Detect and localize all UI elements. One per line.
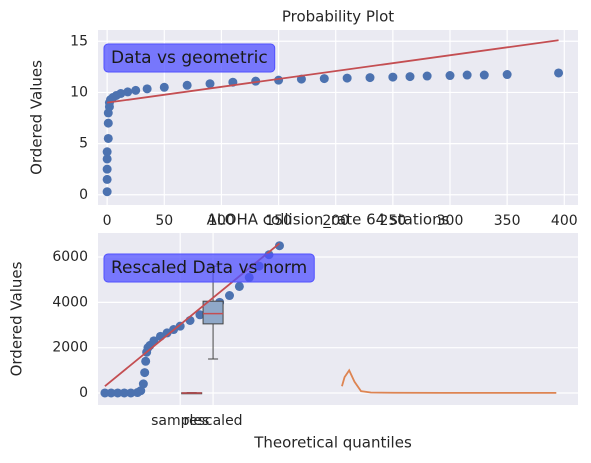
chart-title: ALOHA collision_rate 64 stations bbox=[207, 211, 450, 230]
chart-title: Probability Plot bbox=[282, 8, 394, 26]
point bbox=[113, 388, 123, 398]
y-axis-label: Ordered Values bbox=[28, 60, 46, 175]
fit-line bbox=[107, 39, 559, 104]
y-tick-label: 0 bbox=[79, 187, 88, 203]
y-tick-label: 4000 bbox=[52, 294, 88, 310]
point bbox=[116, 88, 126, 98]
point bbox=[205, 79, 215, 89]
annotation: Rescaled Data vs norm bbox=[111, 258, 307, 278]
point bbox=[102, 147, 112, 157]
point bbox=[102, 174, 112, 184]
x-tick-label: 350 bbox=[494, 213, 521, 229]
point bbox=[159, 82, 169, 92]
y-tick-label: 5 bbox=[79, 136, 88, 152]
point bbox=[319, 74, 329, 84]
point bbox=[103, 118, 113, 128]
x-tick-label: 300 bbox=[437, 213, 464, 229]
point bbox=[119, 388, 129, 398]
x-tick-label: 150 bbox=[265, 213, 292, 229]
point bbox=[274, 241, 284, 251]
point bbox=[225, 291, 235, 301]
point bbox=[136, 386, 146, 396]
point bbox=[126, 388, 136, 398]
x-axis-label: Theoretical quantiles bbox=[253, 434, 412, 452]
x-tick-label: 200 bbox=[322, 213, 349, 229]
point bbox=[100, 388, 110, 398]
point bbox=[422, 71, 432, 81]
point bbox=[102, 187, 112, 197]
point bbox=[102, 164, 112, 174]
y-axis-label: Ordered Values bbox=[8, 261, 26, 376]
point bbox=[234, 281, 244, 291]
x-tick-label: 400 bbox=[551, 213, 578, 229]
point bbox=[342, 73, 352, 83]
x-tick-label: 100 bbox=[208, 213, 235, 229]
point bbox=[251, 76, 261, 86]
point bbox=[365, 73, 375, 83]
x-tick-label: 0 bbox=[103, 213, 112, 229]
point bbox=[102, 154, 112, 164]
point bbox=[106, 388, 116, 398]
annotation-box bbox=[103, 253, 315, 283]
point bbox=[142, 84, 152, 94]
x-tick-label: 50 bbox=[155, 213, 173, 229]
annotation: Data vs geometric bbox=[111, 48, 268, 68]
x-tick-label: rescaled bbox=[184, 413, 243, 429]
point bbox=[138, 379, 148, 389]
x-tick-label: samples bbox=[151, 413, 209, 429]
y-tick-label: 0 bbox=[79, 385, 88, 401]
kde-line bbox=[341, 368, 557, 394]
point bbox=[141, 356, 151, 366]
point bbox=[131, 85, 141, 95]
y-tick-label: 6000 bbox=[52, 249, 88, 265]
point bbox=[140, 368, 150, 378]
point bbox=[445, 71, 455, 81]
y-tick-label: 2000 bbox=[52, 340, 88, 356]
y-tick-label: 10 bbox=[70, 84, 88, 100]
point bbox=[479, 70, 489, 80]
point bbox=[195, 310, 205, 320]
point bbox=[388, 72, 398, 82]
annotation-box bbox=[103, 43, 276, 73]
point bbox=[149, 336, 159, 346]
x-tick-label: 250 bbox=[379, 213, 406, 229]
point bbox=[123, 87, 133, 97]
point bbox=[405, 72, 415, 82]
point bbox=[103, 133, 113, 143]
y-tick-label: 15 bbox=[70, 33, 88, 49]
box bbox=[202, 300, 224, 325]
point bbox=[462, 70, 472, 80]
point bbox=[182, 80, 192, 90]
point bbox=[554, 68, 564, 78]
point bbox=[502, 70, 512, 80]
